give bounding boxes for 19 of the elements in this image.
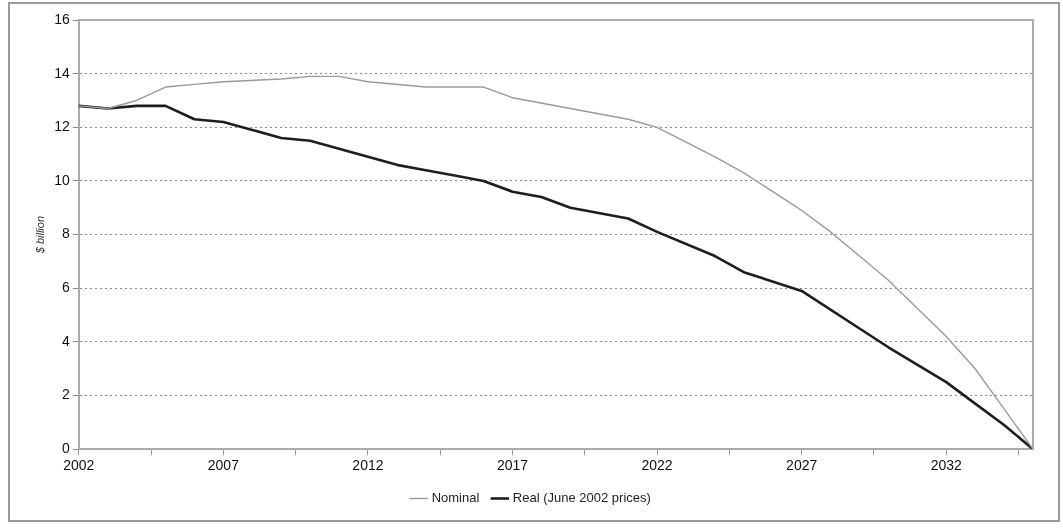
y-tick-label: 0: [61, 440, 70, 457]
x-tick-label: 2017: [496, 457, 529, 474]
y-tick-label: 14: [54, 64, 70, 81]
x-tick-label: 2002: [63, 457, 95, 474]
y-tick-label: 6: [61, 279, 70, 296]
x-tick-label: 2027: [786, 457, 818, 474]
legend-label: Real (June 2002 prices): [512, 490, 651, 506]
x-tick-label: 2012: [352, 457, 384, 474]
y-axis-title: $ billion: [33, 215, 46, 255]
y-tick-label: 2: [61, 386, 70, 403]
x-tick-label: 2007: [207, 457, 240, 474]
x-tick-label: 2032: [930, 457, 963, 474]
y-tick-label: 16: [54, 10, 70, 27]
y-tick-label: 10: [54, 171, 70, 188]
x-tick-label: 2022: [641, 457, 673, 474]
legend-label: Nominal: [431, 490, 480, 506]
y-tick-label: 8: [61, 225, 70, 242]
y-tick-label: 4: [61, 332, 70, 349]
y-tick-label: 12: [54, 118, 70, 135]
